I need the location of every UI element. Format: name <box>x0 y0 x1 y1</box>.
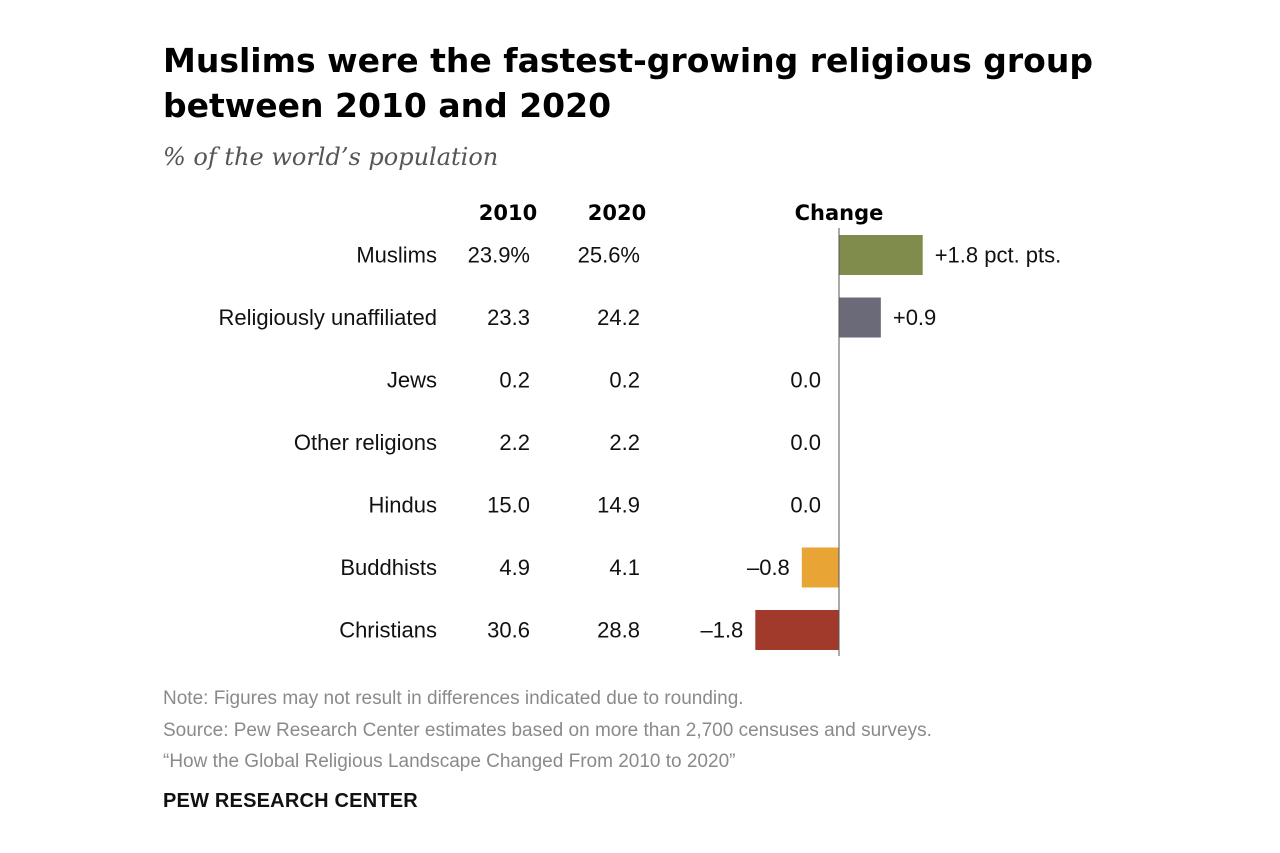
row-label: Jews <box>387 368 437 393</box>
row-label: Religiously unaffiliated <box>218 305 437 330</box>
change-label: +1.8 pct. pts. <box>935 243 1062 268</box>
column-header-change: Change <box>795 201 884 225</box>
brand-logo-text: PEW RESEARCH CENTER <box>163 790 418 812</box>
row-label: Christians <box>339 618 437 643</box>
change-label: 0.0 <box>790 493 821 518</box>
chart-subtitle: % of the world’s population <box>163 143 499 171</box>
value-2010: 30.6 <box>487 618 530 643</box>
report-title-text: “How the Global Religious Landscape Chan… <box>163 751 736 772</box>
column-header-2010: 2010 <box>479 201 537 225</box>
column-header-2020: 2020 <box>588 201 646 225</box>
value-2010: 4.9 <box>499 555 530 580</box>
value-2020: 28.8 <box>597 618 640 643</box>
change-bar <box>839 297 881 338</box>
value-2010: 0.2 <box>499 368 530 393</box>
rows-layer: Muslims 23.9% 25.6% +1.8 pct. pts. Religious… <box>218 235 1061 650</box>
change-label: 0.0 <box>790 368 821 393</box>
change-bar <box>801 547 839 588</box>
change-label: 0.0 <box>790 430 821 455</box>
change-bar <box>755 610 839 650</box>
footer-notes: Note: Figures may not result in differen… <box>163 683 932 778</box>
value-2020: 4.1 <box>609 555 640 580</box>
value-2010: 15.0 <box>487 493 530 518</box>
value-2010: 2.2 <box>499 430 530 455</box>
chart-table: 2010 2020 Change Muslims 23.9% 25.6% +1.8 p… <box>218 201 1061 656</box>
row-label: Buddhists <box>340 555 437 580</box>
change-label: –1.8 <box>700 618 743 643</box>
change-label: +0.9 <box>893 305 936 330</box>
row-label: Hindus <box>369 493 437 518</box>
change-label: –0.8 <box>747 555 790 580</box>
chart-title: Muslims were the fastest-growing religio… <box>163 41 1093 125</box>
value-2020: 24.2 <box>597 305 640 330</box>
source-text: Source: Pew Research Center estimates ba… <box>163 719 932 741</box>
value-2010: 23.3 <box>487 305 530 330</box>
note-text: Note: Figures may not result in differen… <box>163 688 744 709</box>
value-2020: 0.2 <box>609 368 640 393</box>
value-2020: 2.2 <box>609 430 640 455</box>
value-2010: 23.9% <box>468 243 530 268</box>
value-2020: 14.9 <box>597 493 640 518</box>
change-bar <box>839 235 923 275</box>
row-label: Other religions <box>294 430 437 455</box>
row-label: Muslims <box>356 243 437 268</box>
value-2020: 25.6% <box>578 243 640 268</box>
